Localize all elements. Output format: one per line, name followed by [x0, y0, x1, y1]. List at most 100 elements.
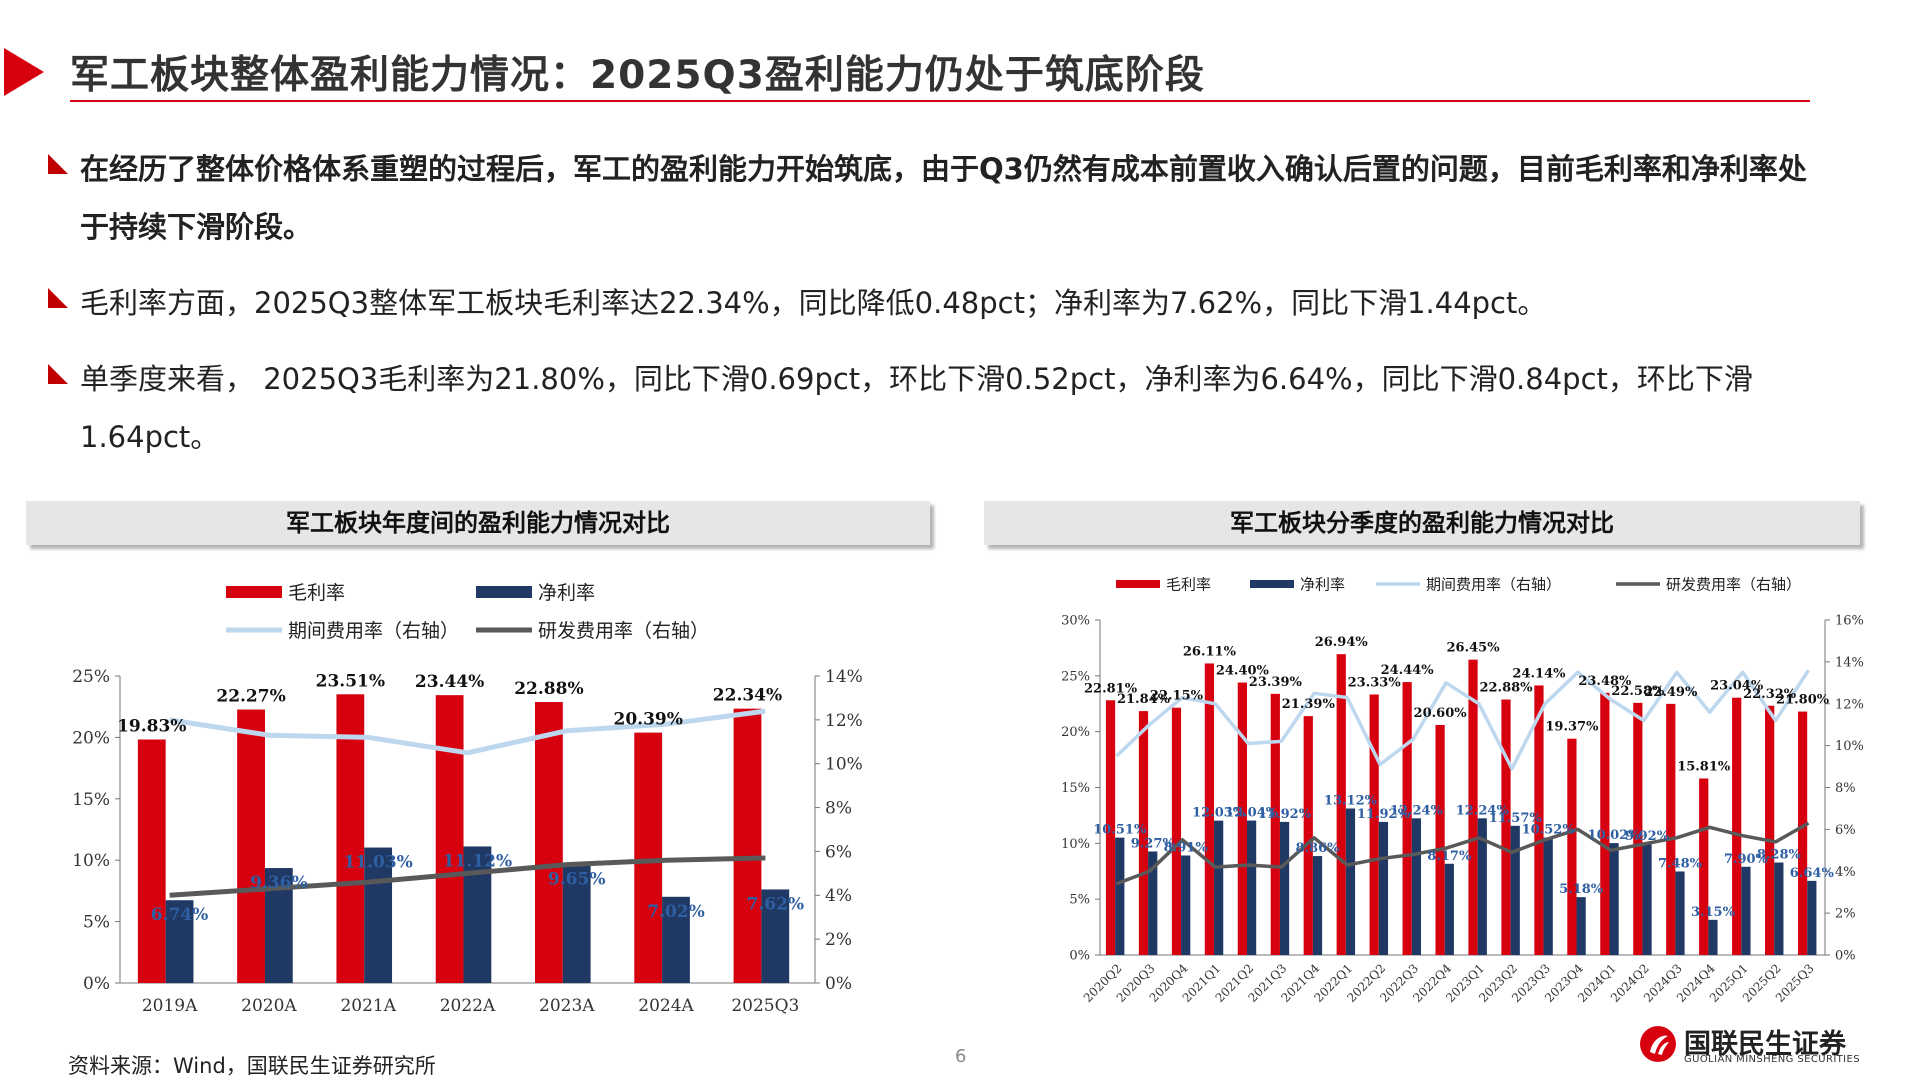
expense-ratio-line [1115, 669, 1810, 771]
bullet-marker-icon [48, 154, 68, 174]
left-axis-tick-label: 5% [1069, 893, 1090, 908]
left-axis-tick-label: 15% [1061, 781, 1090, 796]
gross-margin-data-label: 23.51% [316, 671, 385, 691]
x-axis-category-label: 2024A [638, 996, 694, 1016]
left-axis-tick-label: 30% [1061, 614, 1090, 629]
gross-margin-bar [1732, 697, 1742, 955]
net-margin-bar [165, 900, 194, 983]
net-margin-bar [1510, 825, 1520, 955]
net-margin-bar [1807, 880, 1817, 955]
net-margin-data-label: 12.04% [1225, 806, 1279, 821]
net-margin-bar [1774, 862, 1784, 955]
gross-margin-bar [634, 732, 663, 983]
legend-swatch [1250, 580, 1294, 588]
gross-margin-bar [535, 702, 563, 983]
net-margin-data-label: 7.48% [1658, 856, 1703, 871]
net-margin-bar [1312, 856, 1323, 955]
gross-margin-bar [1204, 663, 1215, 955]
legend-label: 毛利率 [288, 582, 345, 604]
net-margin-data-label: 11.03% [343, 853, 412, 873]
net-margin-bar [1378, 821, 1389, 955]
gross-margin-data-label: 24.44% [1381, 663, 1435, 678]
gross-margin-bar [1171, 707, 1182, 955]
gross-margin-data-label: 15.81% [1677, 759, 1731, 774]
net-margin-data-label: 5.18% [1559, 882, 1604, 897]
left-axis-tick-label: 5% [83, 913, 110, 933]
x-axis-category-label: 2022A [440, 996, 496, 1016]
net-margin-bar [1214, 820, 1224, 955]
bullet-marker-icon [48, 364, 68, 384]
net-margin-data-label: 9.27% [1131, 836, 1176, 851]
legend-swatch [476, 586, 532, 598]
gross-margin-data-label: 23.48% [1578, 674, 1632, 689]
quarterly-profitability-chart: 0% 5% 10% 15% 20% 25% 30% 0% 2% 4% 6% 8% 10% 12% 14% 16… [1061, 576, 1864, 1005]
gross-margin-data-label: 22.49% [1644, 685, 1698, 700]
expense-ratio-line [169, 708, 766, 756]
legend-label: 研发费用率（右轴） [538, 620, 709, 642]
gross-margin-bar [1534, 685, 1544, 955]
net-margin-bar [761, 889, 790, 983]
net-margin-bar [1181, 855, 1191, 955]
bullet-text: 毛利率方面，2025Q3整体军工板块毛利率达22.34%，同比降低0.48pct… [80, 286, 1547, 320]
gross-margin-bar [1600, 692, 1610, 955]
gross-margin-bar [1270, 693, 1280, 955]
net-margin-bar [1576, 897, 1586, 955]
gross-margin-bar [1303, 716, 1313, 955]
net-margin-data-label: 10.02% [1588, 828, 1642, 843]
left-axis-tick-label: 20% [1061, 725, 1090, 740]
bullet-marker-icon [48, 288, 68, 308]
title-underline [70, 100, 1810, 102]
left-axis-tick-label: 0% [83, 974, 110, 994]
gross-margin-data-label: 22.88% [514, 679, 583, 699]
page-title: 军工板块整体盈利能力情况：2025Q3盈利能力仍处于筑底阶段 [70, 53, 1205, 98]
legend-label: 净利率 [538, 582, 595, 604]
logo-text: 国联民生证券 [1684, 1029, 1846, 1060]
x-axis-category-label: 2019A [142, 996, 198, 1016]
left-axis-tick-label: 25% [72, 667, 110, 687]
right-axis-tick-label: 12% [1835, 697, 1864, 712]
net-margin-data-label: 12.24% [1390, 803, 1444, 818]
net-margin-data-label: 8.91% [1164, 841, 1209, 856]
left-axis-tick-label: 15% [72, 790, 110, 810]
net-margin-data-label: 7.62% [747, 894, 805, 914]
right-axis-tick-label: 10% [1835, 739, 1864, 754]
gross-margin-bar [1468, 659, 1478, 955]
net-margin-bar [1345, 808, 1356, 955]
bullet-3: 单季度来看， 2025Q3毛利率为21.80%，同比下滑0.69pct，环比下滑… [48, 350, 1828, 466]
net-margin-data-label: 6.64% [1790, 866, 1835, 881]
gross-margin-data-label: 26.11% [1183, 644, 1237, 659]
net-margin-bar [662, 896, 690, 983]
net-margin-bar [562, 864, 591, 983]
legend-label: 研发费用率（右轴） [1666, 576, 1801, 594]
gross-margin-bar [237, 709, 265, 983]
net-margin-data-label: 12.24% [1456, 803, 1510, 818]
net-margin-bar [1148, 851, 1158, 955]
title-triangle-icon [4, 48, 44, 96]
bullet-text: 单季度来看， 2025Q3毛利率为21.80%，同比下滑0.69pct，环比下滑… [80, 362, 1753, 454]
gross-margin-data-label: 19.37% [1545, 720, 1599, 735]
net-margin-data-label: 6.74% [151, 905, 209, 925]
right-axis-tick-label: 2% [825, 930, 852, 950]
company-logo: 国联民生证券 GUOLIAN MINSHENG SECURITIES [1638, 1022, 1890, 1070]
net-margin-bar [1477, 818, 1487, 955]
left-axis-tick-label: 20% [72, 728, 110, 748]
gross-margin-bar [1105, 700, 1116, 955]
rd-expense-ratio-line [169, 855, 766, 898]
net-margin-data-label: 8.28% [1757, 848, 1802, 863]
legend-swatch [226, 586, 282, 598]
right-axis-tick-label: 8% [825, 799, 852, 819]
gross-margin-data-label: 22.81% [1084, 681, 1138, 696]
left-axis-tick-label: 25% [1061, 669, 1090, 684]
net-margin-data-label: 10.52% [1522, 823, 1576, 838]
net-margin-bar [1279, 821, 1290, 955]
rd-expense-ratio-line [1115, 821, 1810, 886]
net-margin-data-label: 7.90% [1724, 852, 1769, 867]
net-margin-bar [1115, 837, 1125, 955]
gross-margin-data-label: 22.32% [1743, 687, 1797, 702]
net-margin-data-label: 11.12% [443, 851, 512, 871]
legend-swatch [1116, 580, 1160, 588]
net-margin-bar [1444, 863, 1454, 955]
net-margin-data-label: 7.02% [647, 902, 705, 922]
gross-margin-bar [1765, 705, 1775, 955]
net-margin-bar [1708, 919, 1718, 955]
